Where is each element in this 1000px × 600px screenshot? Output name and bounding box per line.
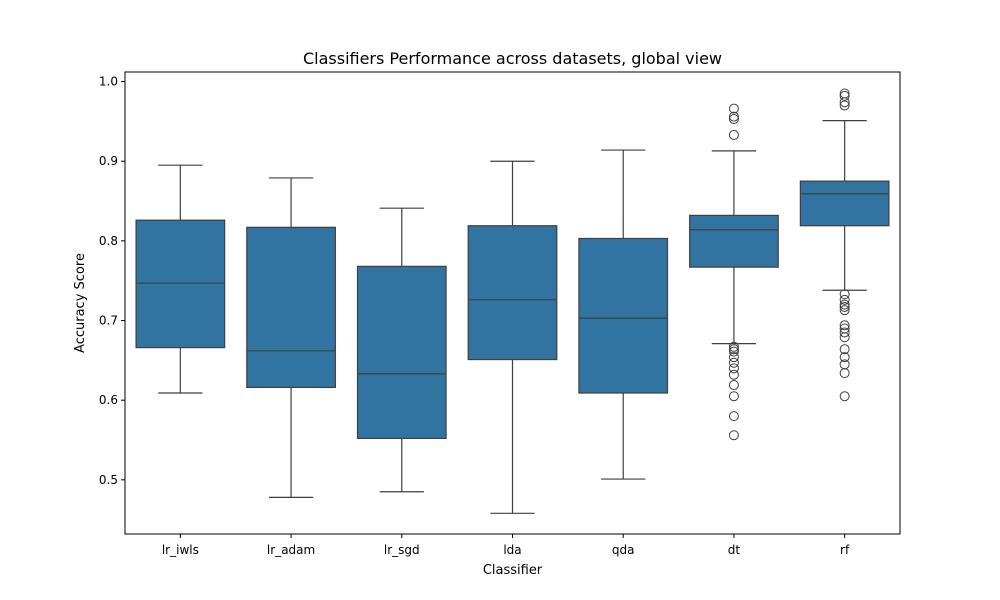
outlier-point (839, 391, 850, 402)
y-tick-label: 0.5 (99, 473, 118, 487)
x-tick-label: qda (612, 543, 635, 557)
outlier-point (728, 411, 739, 422)
outlier-point (839, 305, 850, 316)
outlier-point (728, 129, 739, 140)
box-lr_sgd (356, 265, 447, 440)
outlier-point (728, 369, 739, 380)
outlier-point (728, 380, 739, 391)
outlier-point (839, 299, 850, 310)
outlier-point (839, 344, 850, 355)
box-qda (578, 237, 669, 394)
box-lr_iwls (135, 219, 226, 349)
outlier-point (728, 111, 739, 122)
outlier-point (839, 320, 850, 331)
x-tick-label: rf (840, 543, 850, 557)
outlier-point (728, 352, 739, 363)
outlier-point (728, 430, 739, 441)
outlier-point (839, 332, 850, 343)
outlier-point (728, 391, 739, 402)
outlier-point (839, 88, 850, 99)
outlier-point (839, 352, 850, 363)
outlier-point (839, 294, 850, 305)
chart-title: Classifiers Performance across datasets,… (303, 49, 722, 68)
outlier-point (839, 301, 850, 312)
box-dt (689, 214, 779, 268)
outlier-point (839, 97, 850, 108)
outlier-point (728, 113, 739, 124)
box-rf (799, 180, 890, 227)
outlier-point (728, 103, 739, 114)
y-axis-label: Accuracy Score (73, 253, 88, 353)
outlier-point (728, 346, 739, 357)
outlier-point (839, 368, 850, 379)
y-tick-label: 0.7 (99, 314, 118, 328)
outlier-point (728, 341, 739, 352)
x-tick-label: lda (503, 543, 521, 557)
outlier-point (839, 100, 850, 111)
y-tick-label: 0.9 (99, 154, 118, 168)
y-tick-label: 1.0 (99, 75, 118, 89)
x-axis-label: Classifier (483, 563, 543, 578)
plot-area: 0.5 0.6 0.7 0.8 0.9 1.0 lr_iwls lr_adam lr_sgd ld… (99, 75, 890, 557)
outlier-point (728, 344, 739, 355)
outlier-point (839, 327, 850, 338)
plot-frame (124, 71, 901, 535)
box-lda (467, 225, 558, 361)
outlier-point (728, 363, 739, 374)
x-tick-label: lr_adam (267, 543, 315, 557)
box-lr_adam (246, 226, 336, 389)
outlier-point (728, 357, 739, 368)
x-tick-label: lr_iwls (162, 543, 199, 557)
y-tick-label: 0.8 (99, 234, 118, 248)
x-tick-label: dt (728, 543, 741, 557)
outlier-point (839, 289, 850, 300)
outlier-point (839, 90, 850, 101)
y-tick-label: 0.6 (99, 393, 118, 407)
x-tick-label: lr_sgd (384, 543, 420, 557)
